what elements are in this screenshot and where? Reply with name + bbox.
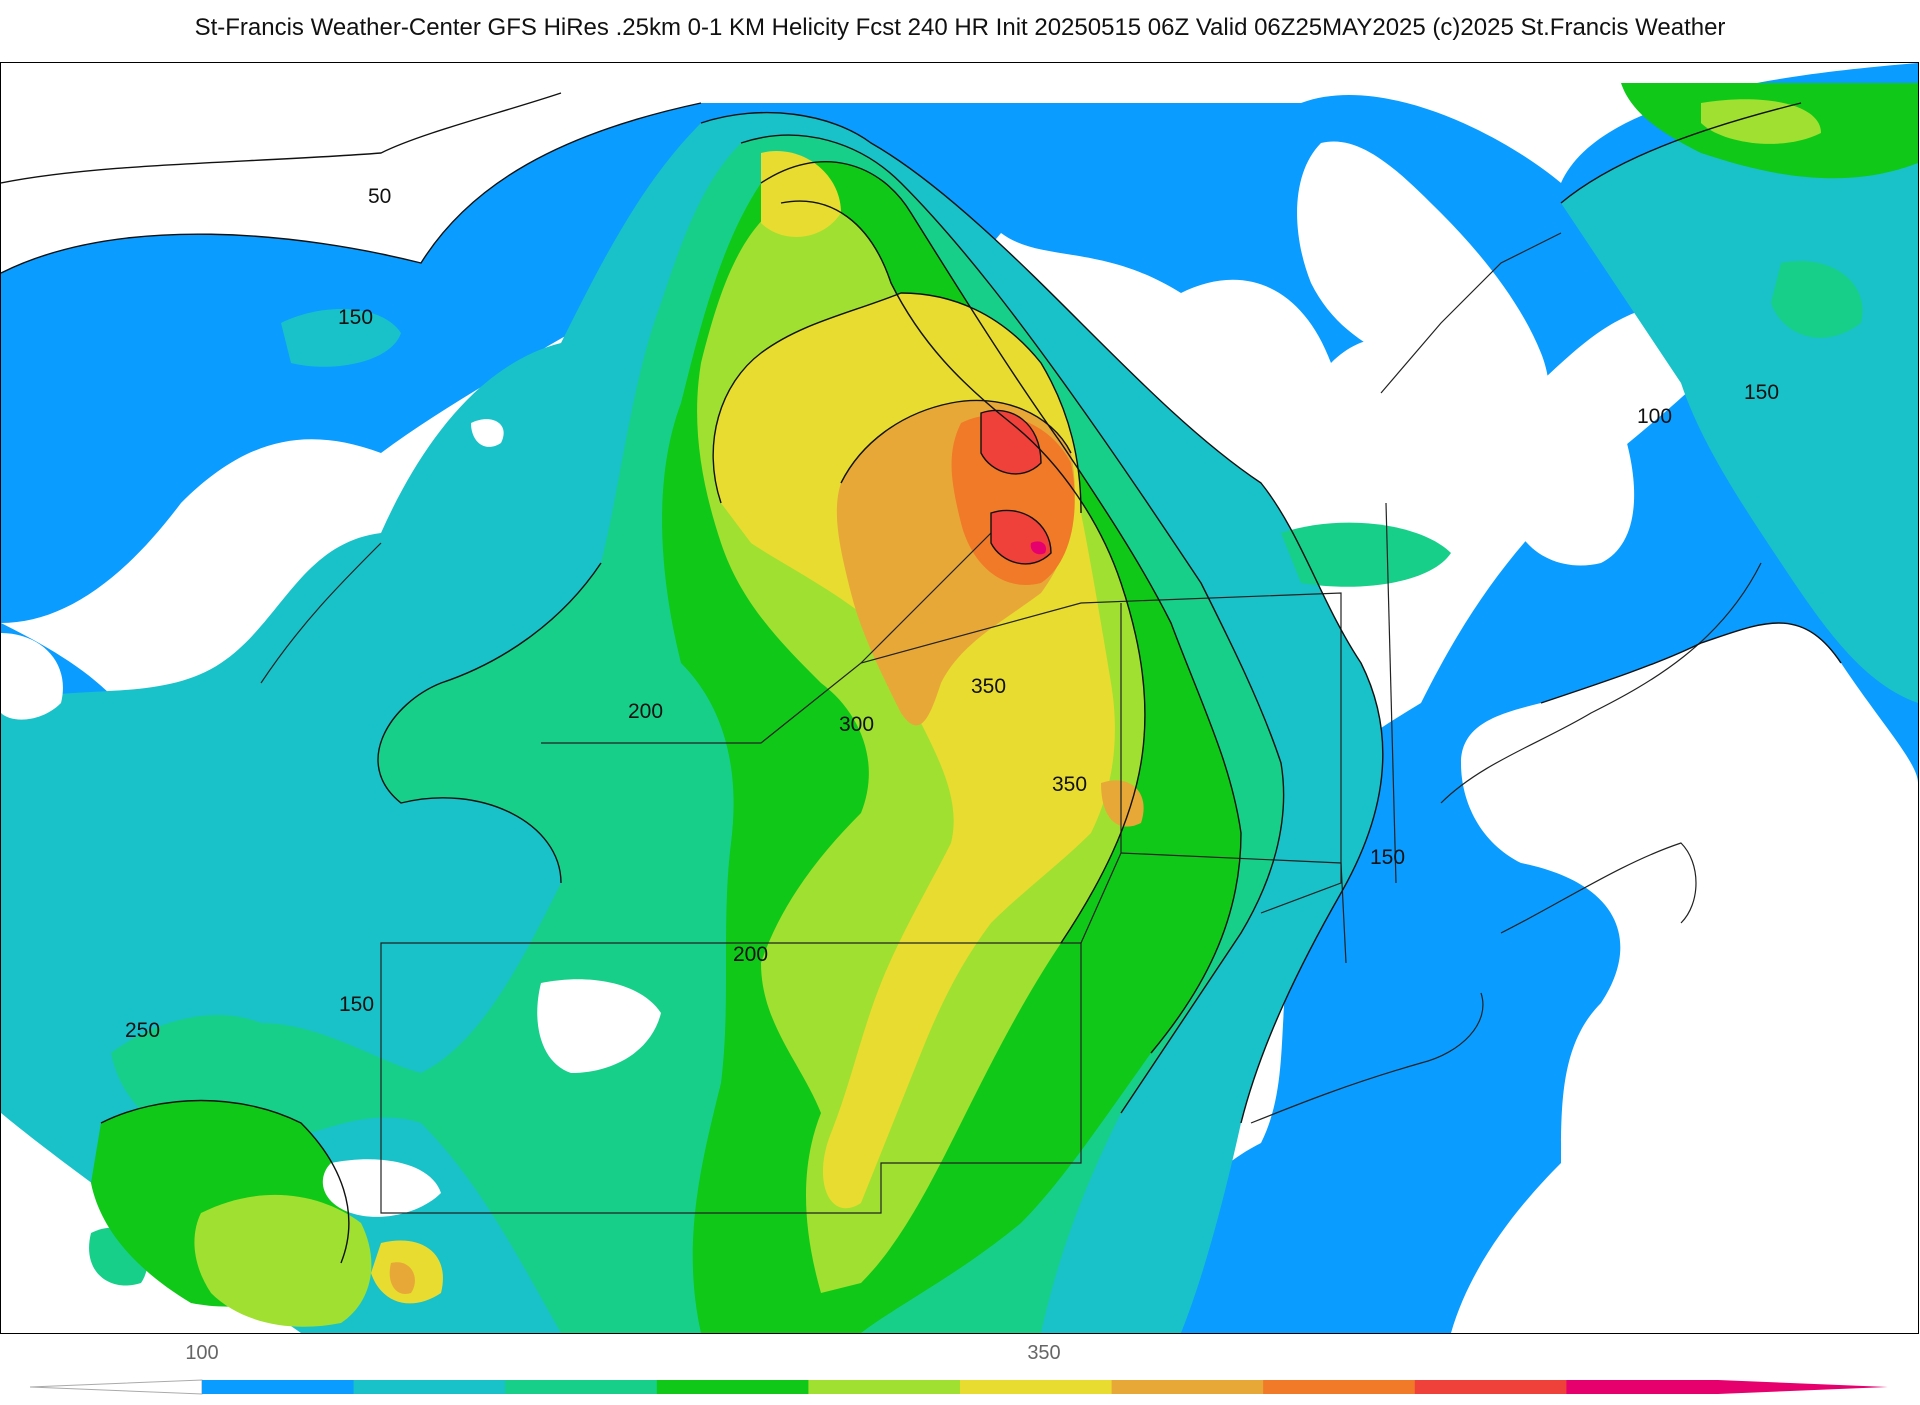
ocean-low-values <box>1 89 1918 1333</box>
contour-labels: 50 150 150 100 200 300 350 350 150 200 1… <box>125 185 1779 1042</box>
contour-label: 250 <box>125 1019 160 1042</box>
colorbar-cell <box>656 1380 809 1394</box>
colorbar-cell <box>202 1380 355 1394</box>
contour-label: 150 <box>339 993 374 1016</box>
colorbar-cell <box>1566 1380 1719 1394</box>
contour-label: 150 <box>1744 381 1779 404</box>
colorbar-cell <box>960 1380 1113 1394</box>
contour-lines <box>1 92 1842 1264</box>
contour-label: 300 <box>839 713 874 736</box>
colorbar-tick-label: 100 <box>185 1342 219 1364</box>
colorbar-low-arrow <box>29 1379 203 1395</box>
contour-label: 150 <box>338 306 373 329</box>
colorbar-high-arrow <box>1718 1380 1888 1394</box>
contour-label: 50 <box>368 185 391 208</box>
map-title: St-Francis Weather-Center GFS HiRes .25k… <box>194 14 1726 41</box>
colorbar-cell <box>505 1380 658 1394</box>
colorbar-cell <box>353 1380 506 1394</box>
colorbar-cell <box>1111 1380 1264 1394</box>
colorbar-tick-label: 350 <box>1027 1342 1061 1364</box>
contour-label: 200 <box>628 700 663 723</box>
contour-label: 350 <box>971 675 1006 698</box>
contour-label: 100 <box>1637 405 1672 428</box>
helicity-map: 50 150 150 100 200 300 350 350 150 200 1… <box>0 62 1919 1334</box>
colorbar-cell <box>1263 1380 1416 1394</box>
contour-label: 200 <box>733 943 768 966</box>
contour-label: 350 <box>1052 773 1087 796</box>
colorbar-cell <box>1414 1380 1567 1394</box>
colorbar-cell <box>808 1380 961 1394</box>
fill-band-magenta <box>1030 541 1047 555</box>
colorbar-cells <box>202 1380 1719 1394</box>
contour-label: 150 <box>1370 846 1405 869</box>
boundaries <box>260 232 1762 1214</box>
colorbar <box>0 1330 1920 1400</box>
